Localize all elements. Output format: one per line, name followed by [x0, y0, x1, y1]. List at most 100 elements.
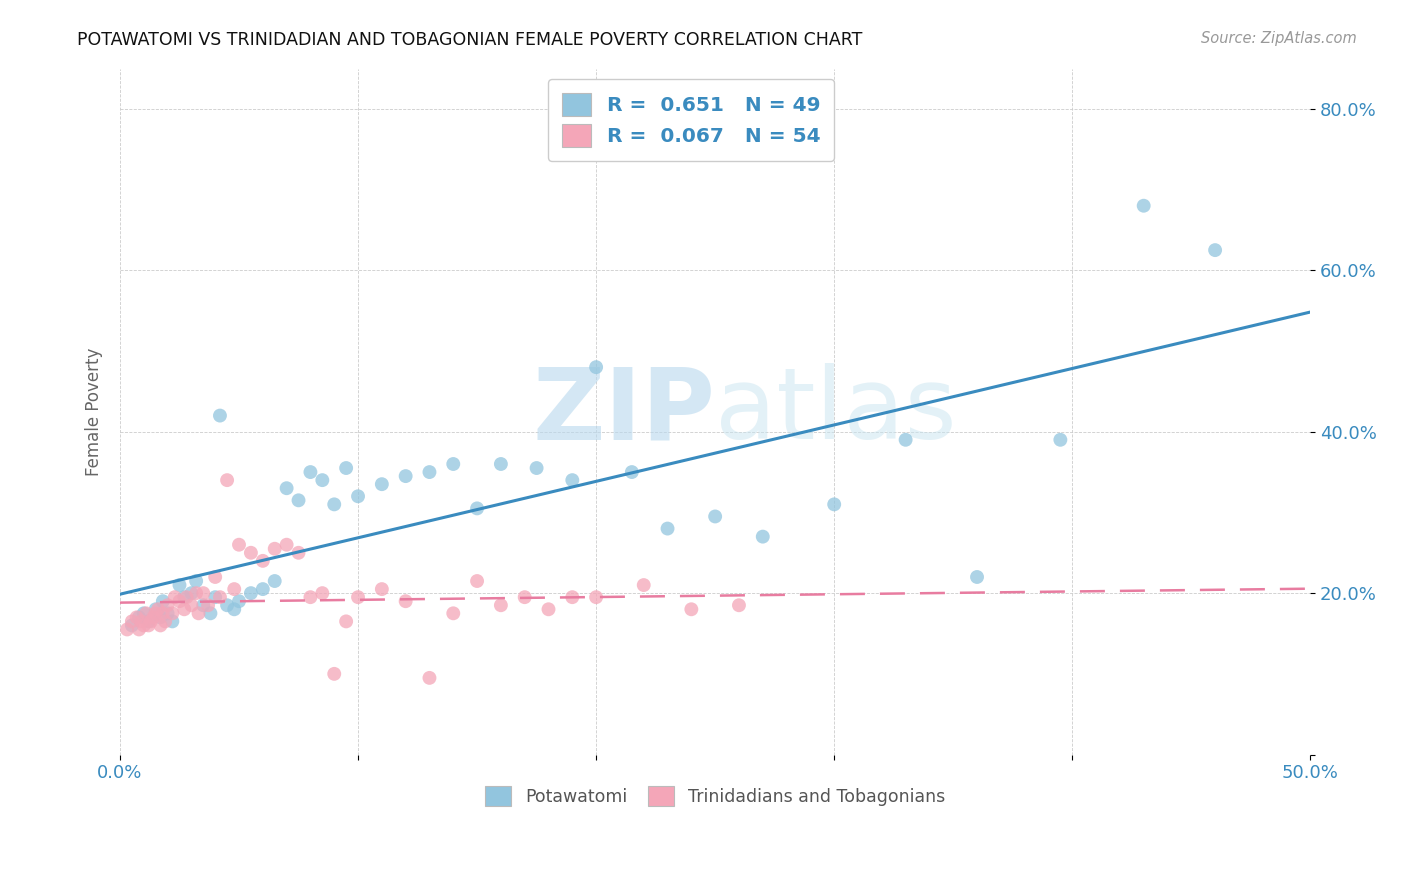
Point: [132, 618, 155, 632]
Point: [371, 582, 394, 596]
Point: [152, 607, 174, 621]
Point: [657, 522, 679, 536]
Point: [208, 409, 231, 423]
Point: [224, 602, 246, 616]
Point: [176, 590, 198, 604]
Point: [128, 610, 150, 624]
Point: [513, 590, 536, 604]
Text: POTAWATOMI VS TRINIDADIAN AND TOBAGONIAN FEMALE POVERTY CORRELATION CHART: POTAWATOMI VS TRINIDADIAN AND TOBAGONIAN…: [77, 31, 863, 49]
Point: [537, 602, 560, 616]
Point: [263, 574, 285, 588]
Point: [823, 497, 845, 511]
Point: [197, 599, 219, 613]
Point: [704, 509, 727, 524]
Point: [561, 590, 583, 604]
Point: [239, 586, 262, 600]
Point: [224, 582, 246, 596]
Point: [287, 546, 309, 560]
Point: [121, 615, 143, 629]
Point: [217, 473, 239, 487]
Point: [752, 530, 775, 544]
Point: [252, 554, 274, 568]
Point: [335, 461, 357, 475]
Point: [263, 541, 285, 556]
Point: [323, 497, 346, 511]
Point: [162, 615, 184, 629]
Point: [228, 538, 250, 552]
Point: [128, 623, 150, 637]
Point: [132, 607, 155, 621]
Point: [149, 618, 172, 632]
Point: [395, 469, 418, 483]
Point: [311, 473, 333, 487]
Point: [561, 473, 583, 487]
Point: [204, 570, 226, 584]
Point: [239, 546, 262, 560]
Point: [193, 586, 215, 600]
Point: [585, 360, 607, 375]
Point: [163, 590, 186, 604]
Point: [153, 615, 176, 629]
Point: [169, 578, 191, 592]
Point: [142, 610, 165, 624]
Point: [217, 599, 239, 613]
Point: [200, 607, 222, 621]
Point: [465, 501, 488, 516]
Point: [1204, 243, 1226, 257]
Point: [173, 602, 195, 616]
Point: [526, 461, 548, 475]
Text: Source: ZipAtlas.com: Source: ZipAtlas.com: [1201, 31, 1357, 46]
Point: [681, 602, 703, 616]
Point: [276, 538, 298, 552]
Point: [135, 607, 157, 621]
Point: [149, 610, 172, 624]
Point: [204, 590, 226, 604]
Point: [585, 590, 607, 604]
Point: [180, 599, 202, 613]
Point: [276, 481, 298, 495]
Point: [418, 465, 440, 479]
Point: [299, 465, 322, 479]
Point: [156, 599, 179, 613]
Point: [186, 574, 208, 588]
Point: [162, 607, 184, 621]
Point: [966, 570, 988, 584]
Point: [465, 574, 488, 588]
Point: [335, 615, 357, 629]
Point: [186, 586, 208, 600]
Point: [156, 607, 179, 621]
Point: [252, 582, 274, 596]
Text: ZIP: ZIP: [533, 363, 716, 460]
Point: [395, 594, 418, 608]
Point: [145, 607, 167, 621]
Point: [287, 493, 309, 508]
Point: [138, 615, 160, 629]
Point: [311, 586, 333, 600]
Point: [633, 578, 655, 592]
Point: [146, 602, 169, 616]
Point: [180, 586, 202, 600]
Point: [347, 590, 370, 604]
Y-axis label: Female Poverty: Female Poverty: [86, 347, 103, 475]
Point: [193, 599, 215, 613]
Text: atlas: atlas: [716, 363, 956, 460]
Point: [441, 607, 464, 621]
Point: [121, 618, 143, 632]
Point: [728, 599, 751, 613]
Point: [1132, 199, 1154, 213]
Point: [299, 590, 322, 604]
Point: [489, 457, 512, 471]
Point: [620, 465, 643, 479]
Point: [441, 457, 464, 471]
Legend: Potawatomi, Trinidadians and Tobagonians: Potawatomi, Trinidadians and Tobagonians: [477, 777, 953, 814]
Point: [418, 671, 440, 685]
Point: [173, 590, 195, 604]
Point: [152, 594, 174, 608]
Point: [489, 599, 512, 613]
Point: [125, 610, 148, 624]
Point: [347, 489, 370, 503]
Point: [115, 623, 138, 637]
Point: [169, 594, 191, 608]
Point: [894, 433, 917, 447]
Point: [187, 607, 209, 621]
